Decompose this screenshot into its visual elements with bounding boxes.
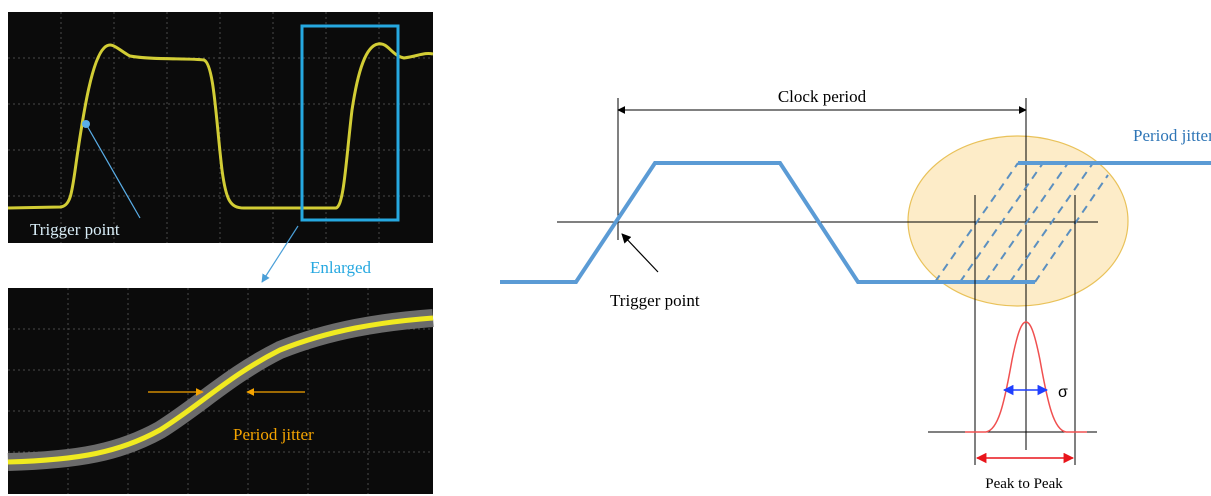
scope-top: Trigger point — [8, 12, 433, 243]
enlarged-label: Enlarged — [310, 258, 372, 277]
page: Trigger point Enlarged Period jitter Clo… — [0, 0, 1211, 496]
scope-bottom: Period jitter — [8, 288, 433, 494]
period-jitter-label: Period jitter — [1133, 126, 1211, 145]
timing-diagram: Clock period Period jitter Trigger point… — [500, 87, 1211, 492]
clock-period-label: Clock period — [778, 87, 867, 106]
trigger-point-label: Trigger point — [610, 291, 700, 310]
sigma-label: σ — [1058, 384, 1068, 401]
jitter-label: Period jitter — [233, 425, 314, 444]
peak-to-peak-label: Peak to Peak — [985, 476, 1063, 492]
trigger-label: Trigger point — [30, 220, 120, 239]
